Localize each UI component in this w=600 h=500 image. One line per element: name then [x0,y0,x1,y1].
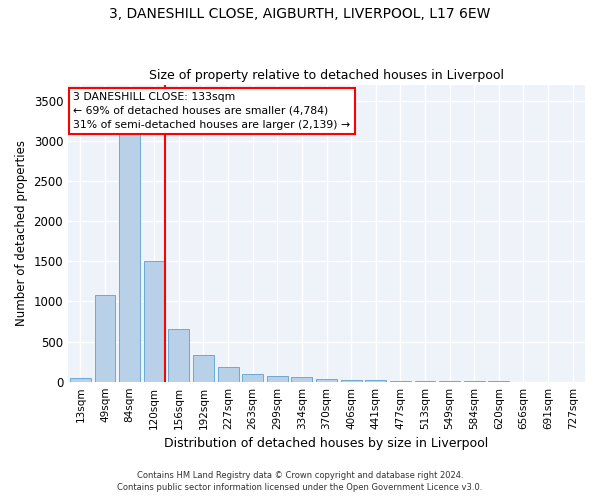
Text: Contains HM Land Registry data © Crown copyright and database right 2024.
Contai: Contains HM Land Registry data © Crown c… [118,471,482,492]
Bar [292,378,313,382]
Bar [218,367,239,382]
Bar [119,104,140,382]
Text: 3, DANESHILL CLOSE, AIGBURTH, LIVERPOOL, L17 6EW: 3, DANESHILL CLOSE, AIGBURTH, LIVERPOOL,… [109,8,491,22]
Bar [316,380,337,382]
Bar [390,381,411,382]
Y-axis label: Number of detached properties: Number of detached properties [15,140,28,326]
X-axis label: Distribution of detached houses by size in Liverpool: Distribution of detached houses by size … [164,437,488,450]
Bar [169,330,189,382]
Bar [70,378,91,382]
Bar [242,374,263,382]
Title: Size of property relative to detached houses in Liverpool: Size of property relative to detached ho… [149,69,504,82]
Bar [193,355,214,382]
Text: 3 DANESHILL CLOSE: 133sqm
← 69% of detached houses are smaller (4,784)
31% of se: 3 DANESHILL CLOSE: 133sqm ← 69% of detac… [73,92,350,130]
Bar [267,376,288,382]
Bar [95,295,115,382]
Bar [341,380,362,382]
Bar [144,261,164,382]
Bar [365,380,386,382]
